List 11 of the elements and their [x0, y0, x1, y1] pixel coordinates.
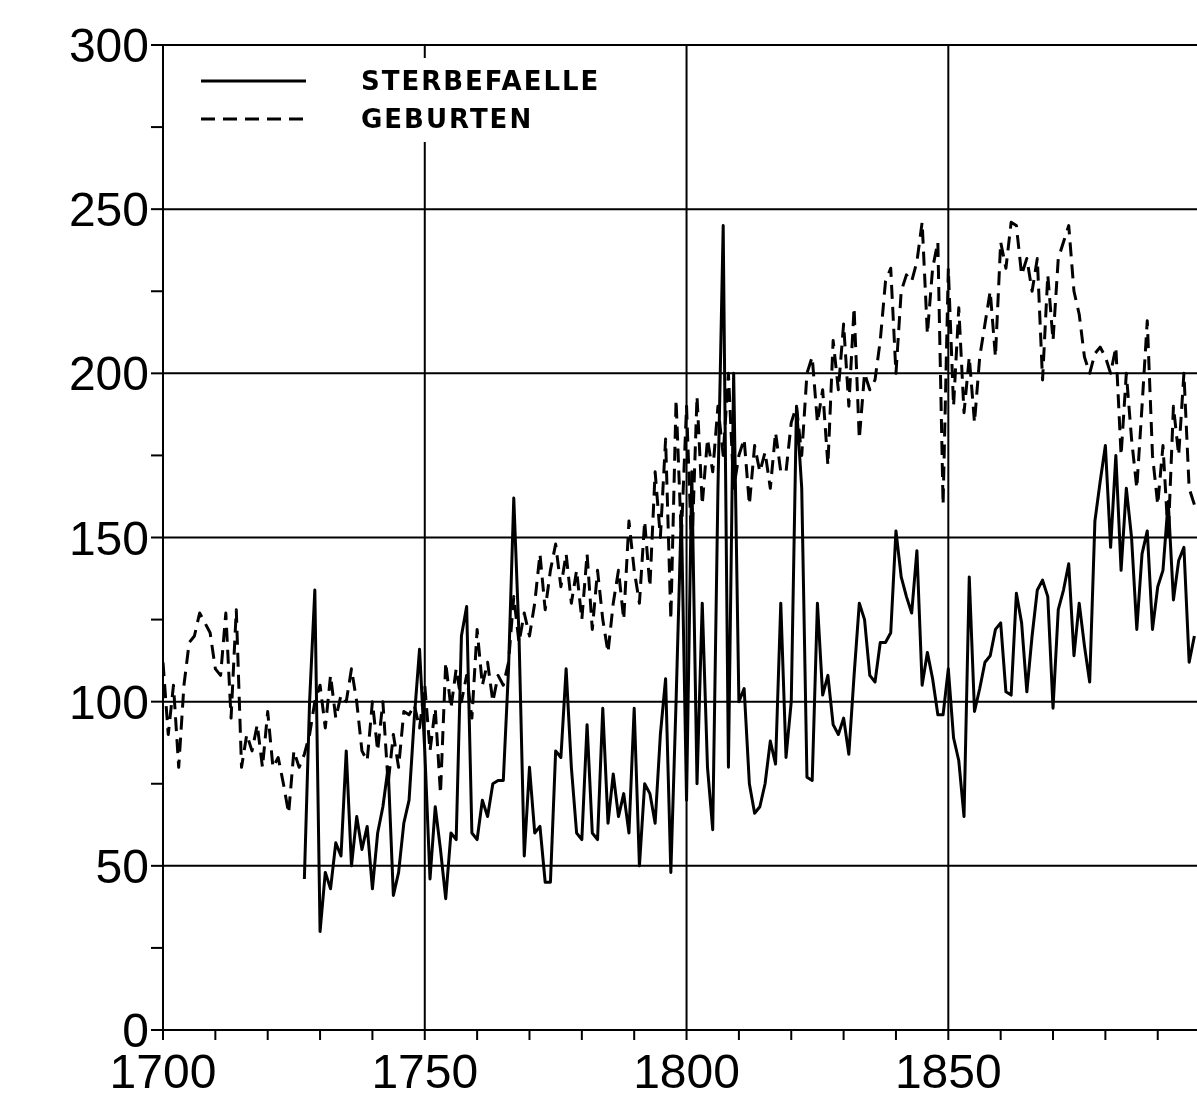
y-tick-label: 200 — [68, 347, 149, 401]
y-tick-label: 50 — [95, 839, 149, 893]
x-tick-label: 1750 — [371, 1045, 479, 1099]
y-tick-label: 250 — [68, 183, 149, 237]
y-tick-label: 300 — [68, 19, 149, 73]
x-tick-label: 1800 — [633, 1045, 740, 1099]
y-tick-label: 100 — [68, 675, 149, 729]
y-tick-label: 150 — [68, 511, 149, 565]
x-tick-label: 1850 — [894, 1045, 1002, 1099]
legend-label: GEBURTEN — [361, 104, 534, 134]
legend-label: STERBEFAELLE — [361, 66, 601, 96]
